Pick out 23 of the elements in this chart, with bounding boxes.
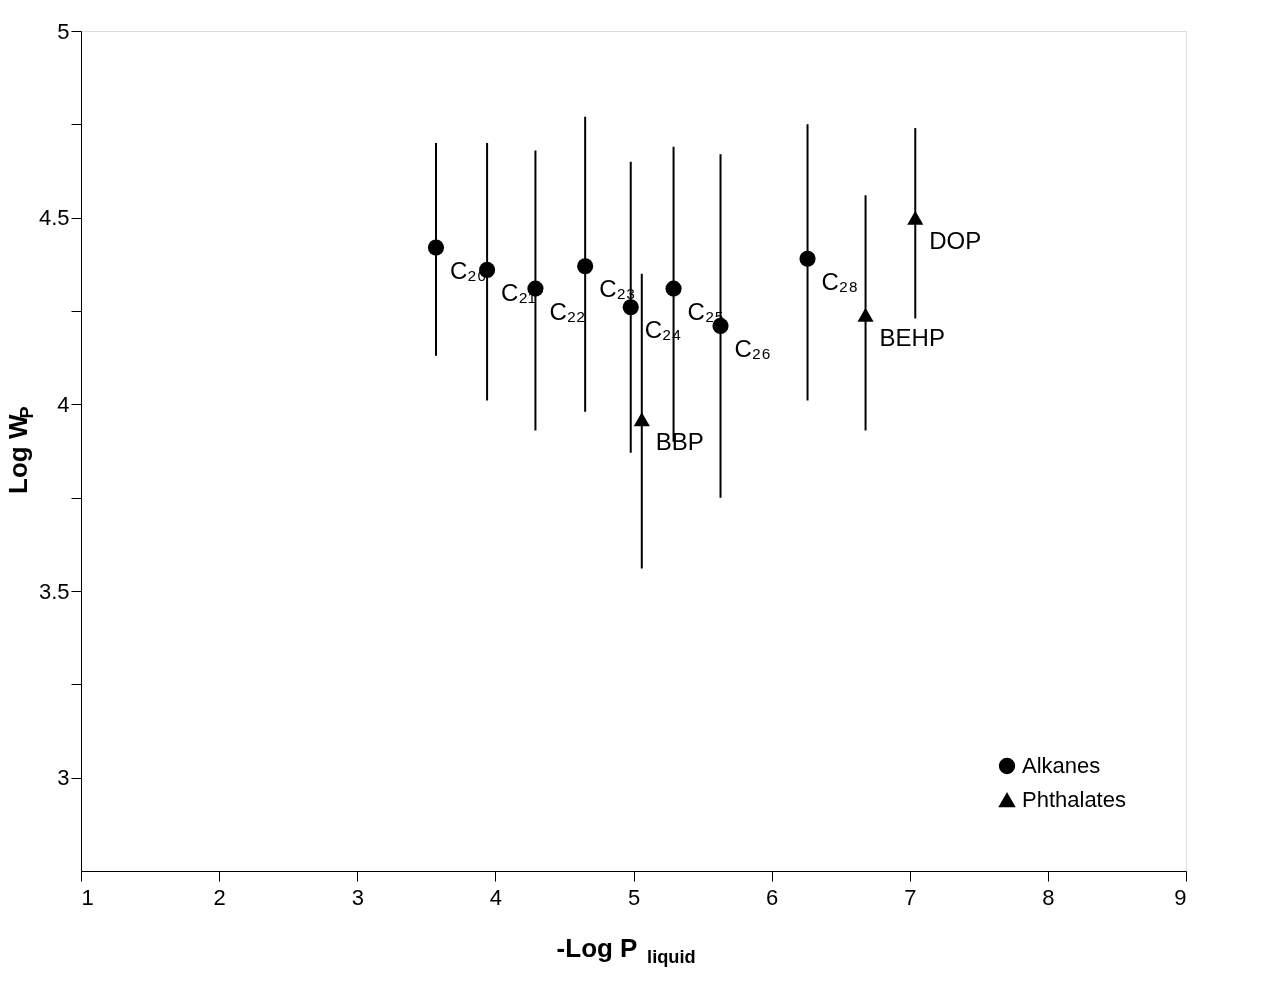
y-axis-title: Log WP [3, 406, 38, 494]
y-tick-label: 3 [57, 765, 70, 791]
y-tick-label: 4.5 [38, 205, 70, 231]
annotation: C₂₈ [821, 267, 859, 295]
annotation: BEHP [879, 323, 945, 351]
x-tick-label: 2 [213, 884, 226, 910]
annotation: DOP [929, 226, 982, 254]
annotation: BBP [655, 428, 704, 456]
legend-label: Phthalates [1022, 787, 1126, 812]
x-tick-label: 4 [489, 884, 502, 910]
x-tick-label: 5 [627, 884, 641, 910]
y-tick-label: 3.5 [38, 578, 70, 604]
annotation: C₂₂ [549, 297, 586, 325]
x-tick-label: 7 [904, 884, 917, 910]
x-tick-label: 3 [351, 884, 364, 910]
legend-label: Alkanes [1022, 753, 1101, 778]
annotation: C₂₆ [734, 334, 771, 362]
x-tick-label: 8 [1042, 884, 1055, 910]
y-tick-label: 5 [57, 18, 70, 44]
x-tick-label: 1 [81, 884, 94, 910]
y-tick-label: 4 [57, 391, 70, 417]
x-tick-label: 6 [766, 884, 779, 910]
x-tick-label: 9 [1174, 884, 1187, 910]
